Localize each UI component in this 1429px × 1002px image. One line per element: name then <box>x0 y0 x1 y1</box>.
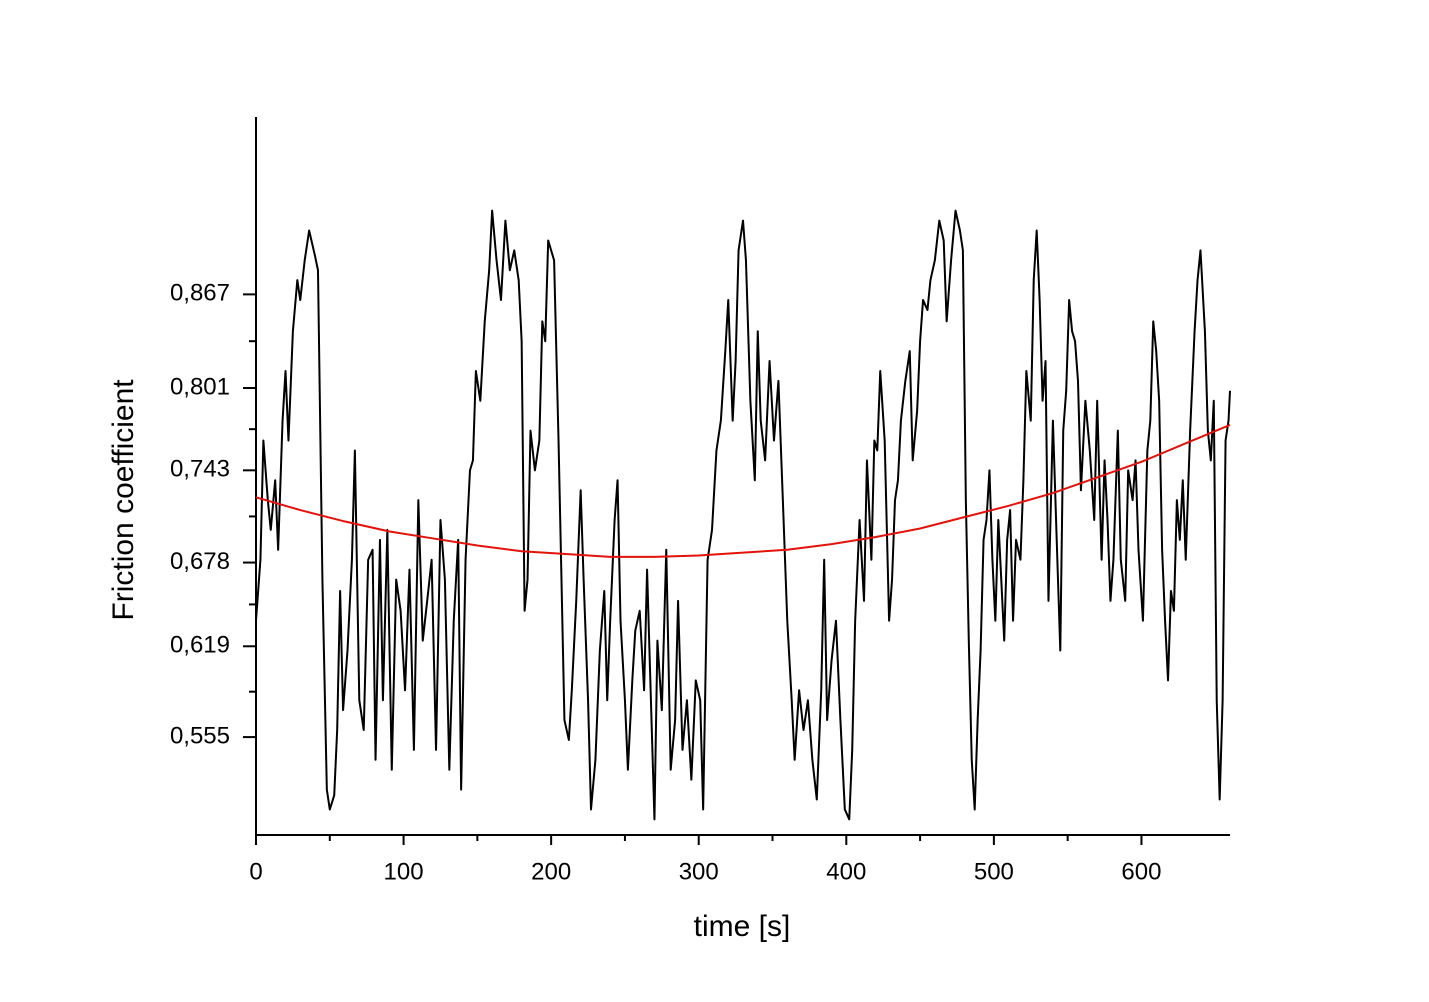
x-axis-label: time [s] <box>694 910 791 943</box>
y-tick-label: 0,678 <box>170 548 230 575</box>
y-tick-label: 0,801 <box>170 373 230 400</box>
x-tick-label: 300 <box>679 858 719 885</box>
y-axis-label: Friction coefficient <box>107 379 140 621</box>
y-tick-label: 0,555 <box>170 722 230 749</box>
x-tick-label: 500 <box>974 858 1014 885</box>
y-tick-label: 0,619 <box>170 632 230 659</box>
x-tick-label: 0 <box>249 858 262 885</box>
y-tick-label: 0,743 <box>170 456 230 483</box>
x-tick-label: 100 <box>384 858 424 885</box>
x-tick-label: 600 <box>1121 858 1161 885</box>
x-tick-label: 400 <box>826 858 866 885</box>
x-tick-label: 200 <box>531 858 571 885</box>
y-tick-label: 0,867 <box>170 280 230 307</box>
series-line <box>255 209 1231 821</box>
series-line <box>255 423 1231 558</box>
